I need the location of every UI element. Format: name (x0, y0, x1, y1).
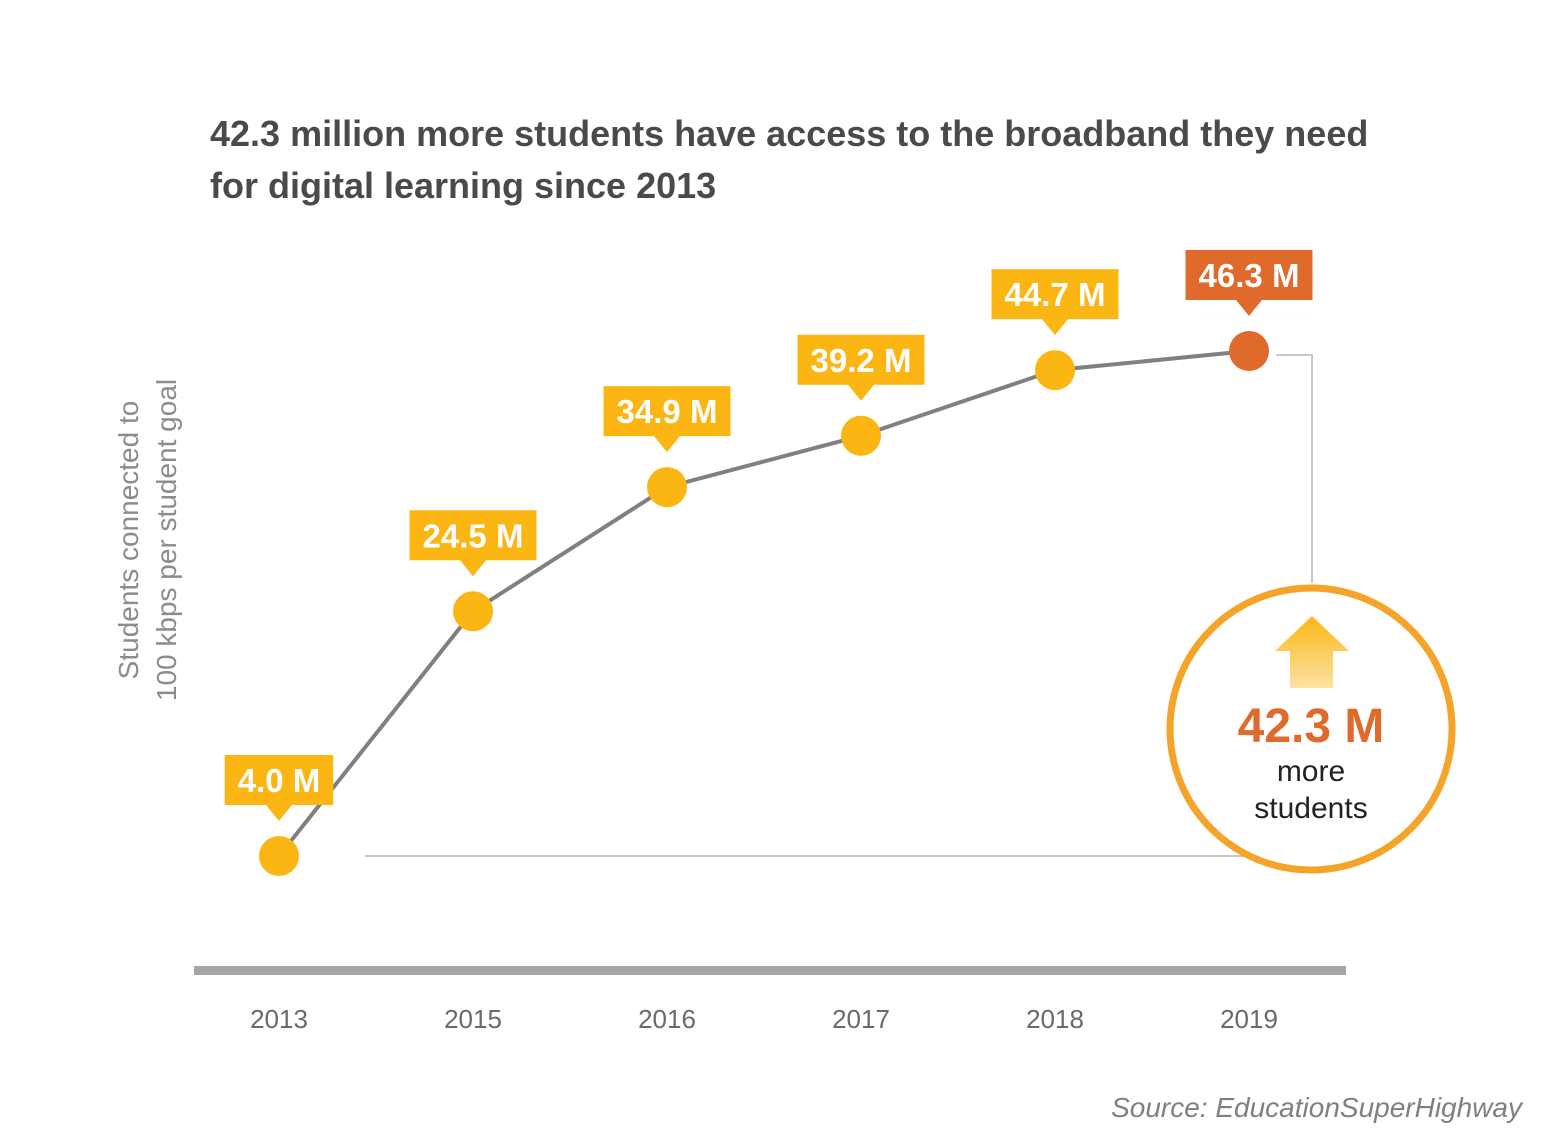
up-arrow-icon (1275, 616, 1349, 688)
series-line (277, 349, 1250, 858)
x-axis-bar (194, 966, 1346, 975)
data-point-2017 (841, 415, 881, 456)
data-label-2016: 34.9 M (617, 393, 718, 430)
data-point-2013 (259, 836, 299, 876)
data-label-2015: 24.5 M (423, 517, 524, 554)
callout-text-line-2: students (1254, 792, 1367, 825)
data-label-box-2019 (1185, 250, 1313, 316)
x-tick-2018: 2018 (1026, 1004, 1084, 1034)
data-point-2019 (1229, 331, 1269, 371)
data-label-box-2016 (603, 386, 731, 453)
callout-text-line-1: more (1277, 755, 1345, 788)
callout-ring (1166, 584, 1456, 874)
x-tick-2013: 2013 (250, 1004, 308, 1034)
x-tick-2016: 2016 (638, 1004, 696, 1034)
data-marks: 4.0 M 2013 24.5 M 2015 34.9 M 2016 39.2 M 2017 4… (224, 250, 1313, 1034)
callout-value: 42.3 M (1238, 700, 1385, 753)
data-point-2016 (647, 467, 687, 508)
x-tick-2019: 2019 (1220, 1004, 1278, 1034)
source-note: Source: EducationSuperHighway (1111, 1092, 1522, 1123)
top-level-bracket (1276, 354, 1313, 583)
increase-callout: 42.3 M more students (1166, 584, 1456, 874)
data-label-box-2017 (797, 334, 925, 401)
y-axis-label-line-1: Students connected to (113, 401, 144, 680)
data-label-2019: 46.3 M (1199, 257, 1300, 294)
y-axis-label-line-2: 100 kbps per student goal (151, 379, 182, 701)
chart-title: 42.3 million more students have access t… (210, 113, 1369, 206)
data-label-box-2013 (224, 755, 334, 821)
data-point-2015 (453, 591, 493, 632)
data-label-box-2015 (409, 510, 537, 577)
data-label-box-2018 (991, 269, 1119, 336)
data-label-2017: 39.2 M (811, 342, 912, 379)
data-label-2013: 4.0 M (238, 762, 321, 799)
data-point-2018 (1035, 350, 1075, 391)
y-axis-label: Students connected to 100 kbps per stude… (113, 379, 182, 701)
data-label-2018: 44.7 M (1005, 276, 1106, 313)
x-tick-2015: 2015 (444, 1004, 502, 1034)
x-tick-2017: 2017 (832, 1004, 890, 1034)
